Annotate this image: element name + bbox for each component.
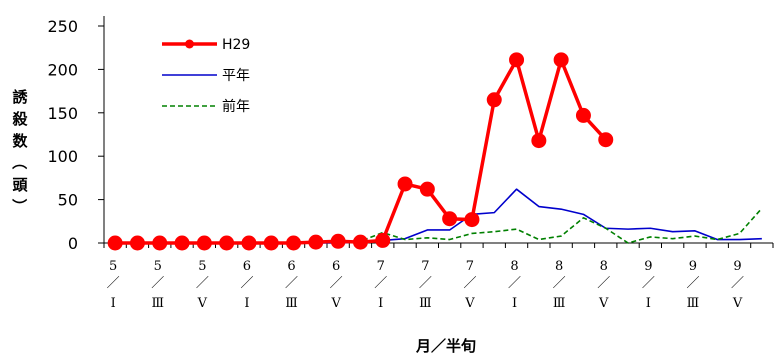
series-line-h29: [115, 58, 608, 245]
x-tick-label-separator: ／: [419, 276, 432, 291]
x-tick-label-half: Ⅴ: [464, 296, 475, 311]
data-point-h29: [330, 233, 346, 249]
x-tick-label-half: Ⅰ: [646, 296, 651, 311]
y-tick-label: 50: [58, 191, 78, 210]
legend-label-h29: H29: [222, 37, 250, 53]
data-point-h29: [509, 52, 525, 68]
x-tick-label-month: 9: [689, 259, 697, 274]
legend-marker-h29: [185, 39, 194, 49]
x-tick-label-separator: ／: [285, 276, 298, 291]
data-point-h29: [442, 211, 458, 227]
data-point-h29: [241, 235, 257, 251]
data-point-h29: [219, 235, 235, 251]
x-tick-label-separator: ／: [597, 276, 610, 291]
x-tick-label-month: 7: [421, 259, 429, 274]
x-tick-label-half: Ⅲ: [553, 296, 566, 311]
x-tick-label-separator: ／: [553, 276, 566, 291]
x-tick-label-month: 5: [154, 259, 162, 274]
x-tick-label-half: Ⅰ: [512, 296, 517, 311]
x-tick-label-half: Ⅲ: [419, 296, 432, 311]
x-tick-label-separator: ／: [196, 276, 209, 291]
x-tick-label-half: Ⅲ: [151, 296, 164, 311]
x-tick-label-separator: ／: [107, 276, 120, 291]
series-line-zennen: [115, 207, 763, 244]
x-tick-label-month: 9: [733, 259, 741, 274]
data-point-h29: [152, 235, 168, 251]
data-point-h29: [531, 133, 547, 149]
data-point-h29: [308, 234, 324, 250]
x-tick-label-month: 7: [377, 259, 385, 274]
data-point-h29: [129, 235, 145, 251]
x-tick-label-month: 9: [644, 259, 652, 274]
y-axis-title-char: 誘: [12, 88, 28, 106]
data-point-h29: [553, 52, 569, 68]
data-point-h29: [397, 176, 413, 192]
x-tick-label-month: 8: [555, 259, 563, 274]
x-tick-label-month: 7: [466, 259, 474, 274]
data-point-h29: [575, 107, 591, 123]
y-axis-title-char: 頭: [12, 176, 28, 194]
x-tick-label-month: 6: [243, 259, 251, 274]
x-tick-label-half: Ⅴ: [598, 296, 609, 311]
y-axis-title-char: 殺: [11, 110, 28, 128]
data-point-h29: [598, 132, 614, 148]
data-point-h29: [352, 234, 368, 250]
x-tick-label-month: 8: [600, 259, 608, 274]
y-tick-label: 150: [47, 104, 78, 123]
data-point-h29: [174, 235, 190, 251]
x-tick-label-month: 6: [332, 259, 340, 274]
data-point-h29: [286, 235, 302, 251]
x-tick-label-month: 8: [510, 259, 518, 274]
series-line-heinen: [115, 188, 762, 244]
x-tick-label-half: Ⅰ: [378, 296, 383, 311]
data-point-h29: [375, 232, 391, 248]
y-axis-title-char: 数: [12, 132, 28, 150]
data-point-h29: [263, 235, 279, 251]
legend-label-zennen: 前年: [222, 98, 250, 115]
y-tick-label: 250: [47, 17, 78, 36]
x-tick-label-separator: ／: [240, 276, 253, 291]
x-tick-label-month: 6: [287, 259, 295, 274]
x-tick-label-half: Ⅴ: [330, 296, 341, 311]
data-point-h29: [419, 181, 435, 197]
x-tick-label-month: 5: [198, 259, 206, 274]
legend-label-heinen: 平年: [222, 68, 250, 84]
x-tick-label-half: Ⅴ: [197, 296, 208, 311]
data-point-h29: [107, 235, 123, 251]
data-point-h29: [196, 235, 212, 251]
x-axis-title: 月／半旬: [415, 337, 476, 355]
x-tick-label-separator: ／: [686, 276, 699, 291]
y-tick-label: 0: [68, 234, 78, 253]
x-tick-label-half: Ⅰ: [111, 296, 116, 311]
y-tick-label: 200: [47, 60, 78, 79]
y-axis-title-char: ）: [10, 198, 28, 213]
x-tick-label-separator: ／: [151, 276, 164, 291]
x-tick-label-half: Ⅲ: [285, 296, 298, 311]
x-tick-label-separator: ／: [731, 276, 744, 291]
x-tick-label-separator: ／: [463, 276, 476, 291]
x-tick-label-separator: ／: [374, 276, 387, 291]
x-tick-label-half: Ⅰ: [244, 296, 249, 311]
x-tick-label-separator: ／: [508, 276, 521, 291]
y-axis-title-char: （: [10, 154, 28, 169]
y-tick-label: 100: [47, 147, 78, 166]
x-tick-label-separator: ／: [330, 276, 343, 291]
x-tick-label-half: Ⅴ: [732, 296, 743, 311]
data-point-h29: [486, 92, 502, 108]
x-tick-label-half: Ⅲ: [687, 296, 700, 311]
x-tick-label-separator: ／: [642, 276, 655, 291]
data-point-h29: [464, 212, 480, 228]
x-tick-label-month: 5: [109, 259, 117, 274]
